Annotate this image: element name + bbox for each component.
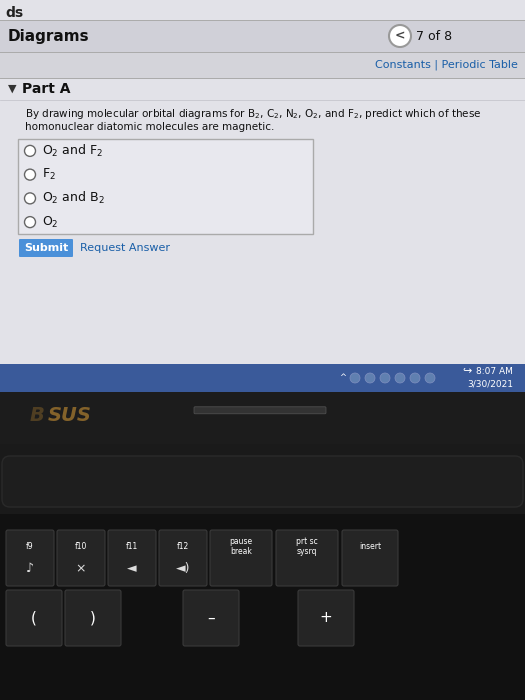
FancyBboxPatch shape (65, 590, 121, 646)
Text: Diagrams: Diagrams (8, 29, 90, 43)
FancyBboxPatch shape (57, 530, 105, 586)
Bar (0, 20, 525, 52)
Circle shape (380, 373, 390, 383)
FancyBboxPatch shape (276, 530, 338, 586)
Text: ▼: ▼ (8, 84, 16, 94)
Text: f12: f12 (177, 542, 189, 551)
FancyBboxPatch shape (6, 530, 54, 586)
FancyBboxPatch shape (298, 590, 354, 646)
Text: ◄: ◄ (127, 562, 137, 575)
Bar (0, 0, 525, 364)
Text: Submit: Submit (24, 243, 68, 253)
FancyBboxPatch shape (194, 407, 326, 414)
Text: ^: ^ (340, 374, 350, 382)
Text: –: – (207, 610, 215, 626)
Text: $\mathregular{O_2}$ and $\mathregular{F_2}$: $\mathregular{O_2}$ and $\mathregular{F_… (42, 143, 103, 159)
Circle shape (365, 373, 375, 383)
Circle shape (410, 373, 420, 383)
Text: f11: f11 (126, 542, 138, 551)
Text: $\hookrightarrow$: $\hookrightarrow$ (460, 365, 473, 375)
Circle shape (425, 373, 435, 383)
FancyBboxPatch shape (2, 456, 523, 507)
Circle shape (25, 169, 36, 180)
Text: $\mathregular{F_2}$: $\mathregular{F_2}$ (42, 167, 56, 182)
Text: pause
break: pause break (229, 537, 253, 556)
Text: ♪: ♪ (26, 562, 34, 575)
Text: Constants | Periodic Table: Constants | Periodic Table (375, 60, 518, 70)
Bar (0, 514, 525, 700)
Text: Request Answer: Request Answer (80, 243, 170, 253)
FancyBboxPatch shape (6, 590, 62, 646)
Text: ◄): ◄) (176, 562, 190, 575)
Text: Part A: Part A (22, 82, 70, 96)
Text: f10: f10 (75, 542, 87, 551)
Text: ds: ds (5, 6, 23, 20)
Text: +: + (320, 610, 332, 626)
Circle shape (350, 373, 360, 383)
Bar (0, 392, 525, 444)
FancyBboxPatch shape (210, 530, 272, 586)
Circle shape (389, 25, 411, 47)
Text: homonuclear diatomic molecules are magnetic.: homonuclear diatomic molecules are magne… (25, 122, 275, 132)
Text: f9: f9 (26, 542, 34, 551)
FancyBboxPatch shape (108, 530, 156, 586)
Bar (0, 52, 525, 78)
Circle shape (395, 373, 405, 383)
Text: $\mathregular{O_2}$ and $\mathregular{B_2}$: $\mathregular{O_2}$ and $\mathregular{B_… (42, 190, 104, 206)
Text: $\mathregular{O_2}$: $\mathregular{O_2}$ (42, 215, 59, 230)
Text: 8:07 AM: 8:07 AM (476, 368, 513, 377)
Text: By drawing molecular orbital diagrams for $\mathregular{B_2}$, $\mathregular{C_2: By drawing molecular orbital diagrams fo… (25, 107, 481, 121)
Circle shape (25, 193, 36, 204)
Text: prt sc
sysrq: prt sc sysrq (296, 537, 318, 556)
FancyBboxPatch shape (159, 530, 207, 586)
Text: ): ) (90, 610, 96, 626)
Text: B: B (30, 406, 45, 425)
FancyBboxPatch shape (18, 139, 313, 234)
FancyBboxPatch shape (342, 530, 398, 586)
Text: (: ( (31, 610, 37, 626)
Text: <: < (395, 29, 405, 43)
Text: ×: × (76, 562, 86, 575)
Text: insert: insert (359, 542, 381, 551)
Circle shape (25, 146, 36, 156)
Text: 7 of 8: 7 of 8 (416, 29, 452, 43)
Bar (0, 364, 525, 392)
FancyBboxPatch shape (183, 590, 239, 646)
Bar (0, 444, 525, 514)
FancyBboxPatch shape (19, 239, 73, 257)
Bar (0, 0, 525, 392)
Text: 3/30/2021: 3/30/2021 (467, 379, 513, 389)
Circle shape (25, 216, 36, 228)
Text: SUS: SUS (48, 406, 92, 425)
